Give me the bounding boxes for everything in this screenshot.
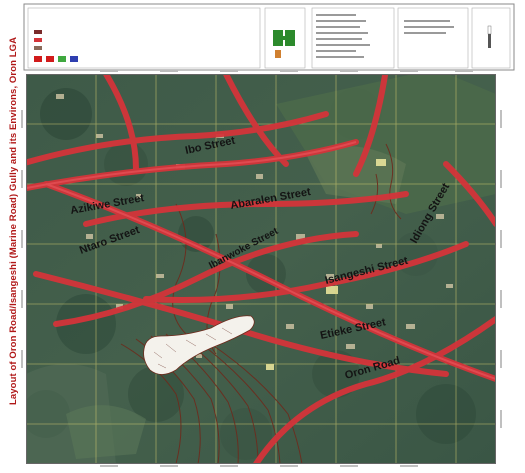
legend-swatch-roads xyxy=(34,38,42,42)
legend-box xyxy=(27,7,261,69)
legend-swatch-ridge-2 xyxy=(58,56,66,62)
north-arrow-logo xyxy=(264,7,306,69)
legend-swatch-ridge xyxy=(34,56,42,62)
legend-swatch-ridge-1 xyxy=(46,56,54,62)
map-title: Layout of Oron Road/Isangeshi (Marine Ro… xyxy=(8,36,19,405)
scale-bar xyxy=(471,7,511,69)
aerial-map: Ibo Street Azikiwe Street Abaralen Stree… xyxy=(26,74,496,464)
gully-area xyxy=(143,315,255,375)
source-note-block xyxy=(397,7,469,69)
legend-swatch-ridge-3 xyxy=(70,56,78,62)
legend-panel xyxy=(23,3,515,72)
map-information-block xyxy=(311,7,395,69)
coordinate-ticks-top xyxy=(100,70,473,72)
legend-swatch-gully-map xyxy=(34,46,42,50)
legend-swatch-gully xyxy=(34,30,42,34)
